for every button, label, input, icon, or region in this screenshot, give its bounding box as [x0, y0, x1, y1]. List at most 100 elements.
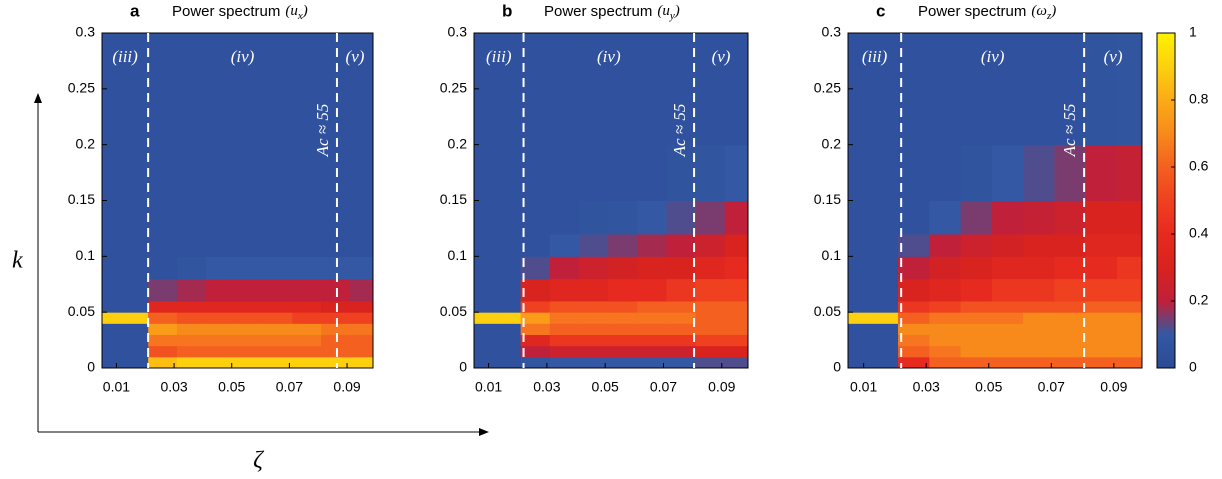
x-tick-label: 0.05 [975, 379, 1002, 395]
heat-cell [263, 200, 293, 235]
colorbar-tick-label: 0.2 [1189, 292, 1209, 308]
heat-cell [125, 33, 149, 146]
heat-cell [148, 278, 178, 302]
heat-cell [349, 323, 374, 335]
heat-cell [666, 33, 697, 146]
heat-cell [724, 256, 749, 280]
heat-cell [234, 278, 264, 302]
heat-cell [205, 356, 236, 369]
heat-cell [520, 234, 551, 257]
heat-cell [898, 200, 930, 235]
heat-cell [292, 312, 322, 324]
heat-cell [176, 334, 207, 347]
heat-cell [898, 144, 930, 201]
heat-cell [578, 312, 609, 324]
heat-cell [578, 334, 609, 347]
heat-cell [549, 200, 580, 235]
heat-cell [321, 33, 351, 146]
heat-cell [898, 345, 930, 358]
heat-cell [234, 256, 264, 280]
heat-cell [148, 33, 178, 146]
heat-cell [898, 33, 930, 146]
heat-cell [960, 200, 993, 235]
heat-cell [873, 33, 899, 146]
region-label: (iv) [597, 47, 621, 66]
heat-cell [474, 312, 498, 324]
colorbar-tick-label: 0.8 [1189, 91, 1209, 107]
region-label: (iii) [862, 47, 888, 66]
panel-title: Power spectrum (ux) [172, 3, 308, 22]
heat-cell [873, 323, 899, 335]
y-tick-label: 0.25 [440, 80, 467, 96]
heat-cell [1116, 334, 1143, 347]
heat-cell [474, 144, 498, 201]
heat-cell [148, 301, 178, 313]
heat-cell [848, 312, 874, 324]
heat-cell [176, 323, 207, 335]
heat-cell [234, 200, 264, 235]
region-label: (iv) [981, 47, 1005, 66]
annotation: Ac ≈ 55 [1060, 104, 1079, 158]
heat-cell [520, 356, 551, 369]
x-tick-label: 0.09 [333, 379, 360, 395]
heat-cell [474, 356, 498, 369]
heat-cell [148, 356, 178, 369]
heat-cell [666, 234, 697, 257]
heat-cell [608, 256, 638, 280]
heat-cell [148, 312, 178, 324]
heat-cell [148, 323, 178, 335]
heat-cell [349, 33, 374, 146]
x-tick-label: 0.07 [1038, 379, 1065, 395]
heat-cell [1054, 312, 1087, 324]
heat-cell [578, 323, 609, 335]
heat-cell [520, 323, 551, 335]
heat-cell [497, 345, 522, 358]
heat-cell [1116, 234, 1143, 257]
heat-cell [520, 345, 551, 358]
heat-cell [637, 200, 667, 235]
heat-cell [695, 345, 726, 358]
heat-cell [125, 234, 149, 257]
heat-cell [520, 278, 551, 302]
heat-cell [1054, 334, 1087, 347]
heat-cell [666, 323, 697, 335]
heat-cell [873, 345, 899, 358]
heat-cell [695, 200, 726, 235]
heat-cell [474, 301, 498, 313]
heat-cell [234, 334, 264, 347]
heat-cell [724, 323, 749, 335]
heat-cell [724, 301, 749, 313]
heat-cell [263, 323, 293, 335]
heat-cell [960, 256, 993, 280]
heat-cell [991, 200, 1024, 235]
y-tick-label: 0.2 [448, 135, 468, 151]
heat-cell [637, 334, 667, 347]
y-tick-label: 0.05 [68, 303, 95, 319]
heat-cell [991, 312, 1024, 324]
heat-cell [497, 312, 522, 324]
heat-cell [292, 323, 322, 335]
heat-cell [848, 356, 874, 369]
heat-cell [102, 345, 126, 358]
heat-cell [578, 234, 609, 257]
heat-cell [176, 256, 207, 280]
heat-cell [724, 334, 749, 347]
title-symbol: (u [657, 3, 670, 19]
heat-cell [349, 312, 374, 324]
heat-cell [1054, 278, 1087, 302]
heat-cell [991, 144, 1024, 201]
heat-cell [205, 144, 236, 201]
heat-cell [960, 33, 993, 146]
heat-cell [321, 334, 351, 347]
heat-cell [929, 334, 962, 347]
heat-cell [102, 144, 126, 201]
heat-cell [1116, 144, 1143, 201]
panel-title: Power spectrum (ωz) [918, 3, 1056, 22]
heat-cell [578, 200, 609, 235]
heat-cell [292, 256, 322, 280]
heat-cell [205, 234, 236, 257]
heat-cell [898, 323, 930, 335]
heat-cell [637, 144, 667, 201]
annotation: Ac ≈ 55 [313, 104, 332, 158]
